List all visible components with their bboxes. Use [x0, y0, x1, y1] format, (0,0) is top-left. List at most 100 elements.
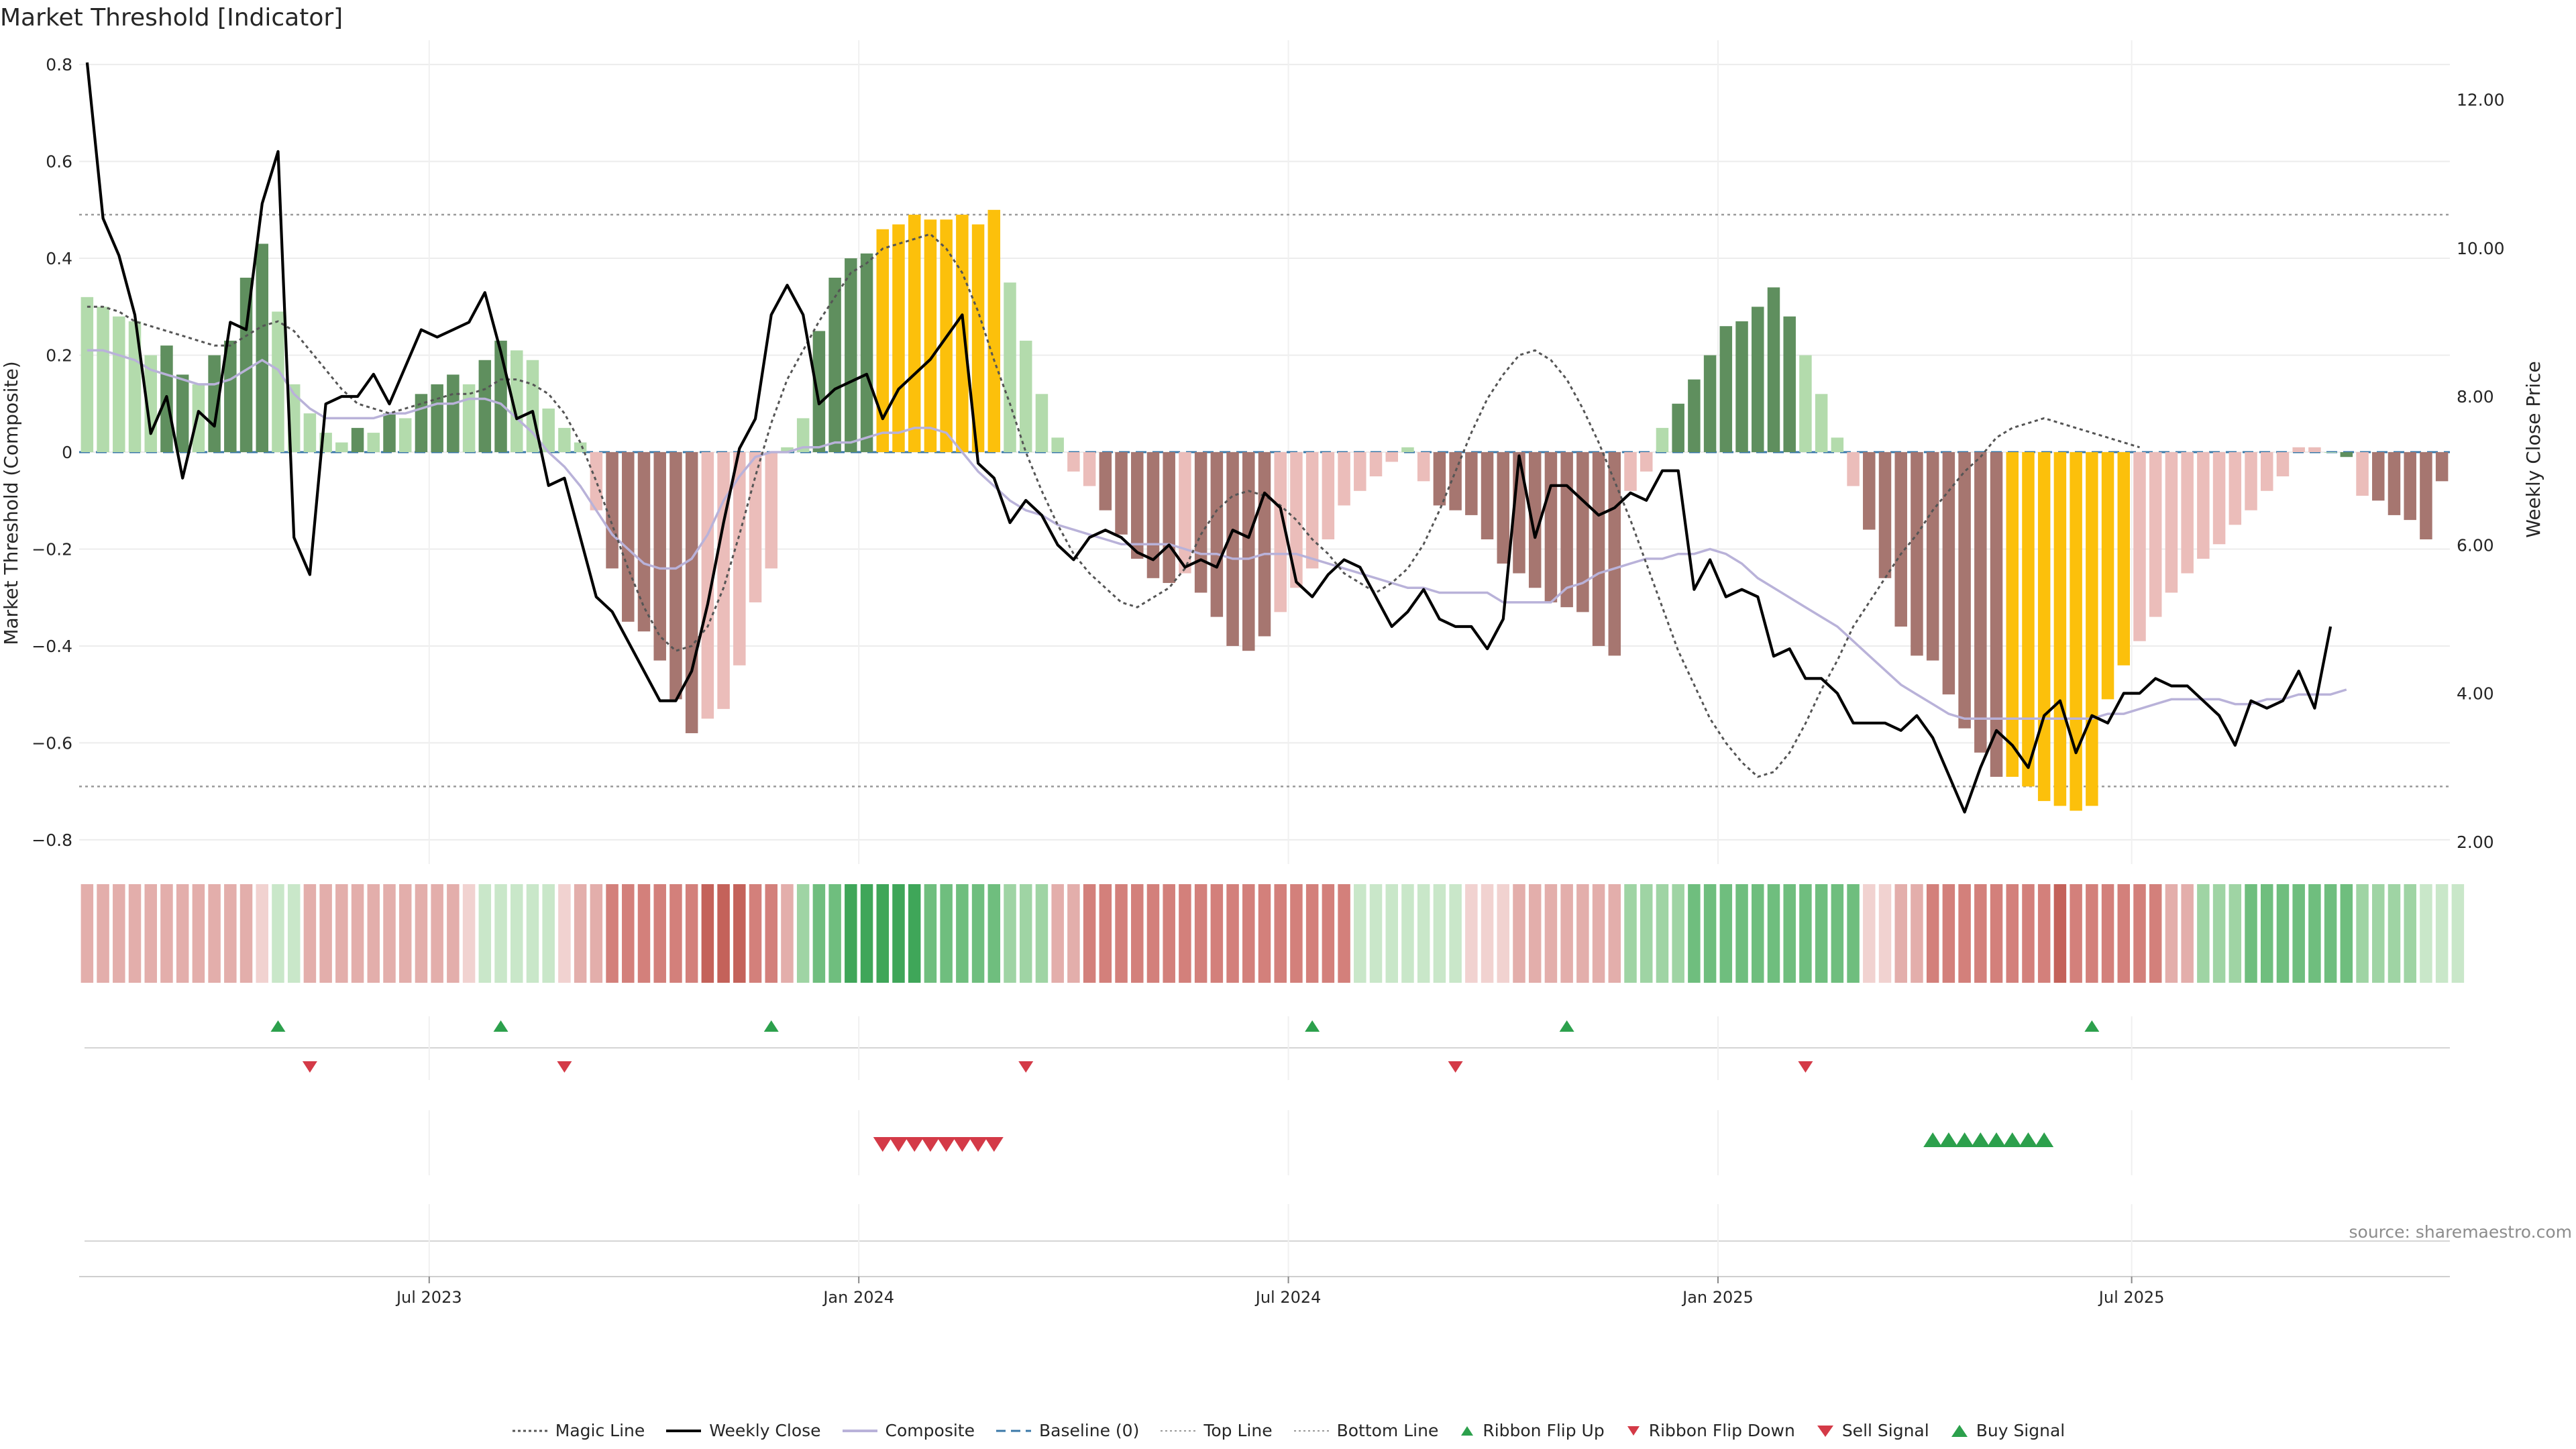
ribbon-segment [1099, 884, 1112, 983]
ribbon-flip-markers [85, 1016, 2450, 1080]
ribbon-segment [574, 884, 587, 983]
composite-bar [1815, 394, 1828, 452]
composite-bar [462, 384, 476, 452]
ribbon-segment [637, 884, 651, 983]
composite-bar [892, 224, 905, 452]
ribbon-flip-down-marker [302, 1061, 317, 1073]
ribbon-segment [1274, 884, 1287, 983]
ribbon-segment [971, 884, 985, 983]
legend-item-top-line: Top Line [1159, 1421, 1273, 1440]
ribbon-segment [415, 884, 428, 983]
ribbon-segment [303, 884, 317, 983]
composite-bar [2101, 452, 2114, 700]
ribbon-segment [685, 884, 698, 983]
ribbon-segment [1051, 884, 1064, 983]
composite-bar [1592, 452, 1605, 646]
ribbon-segment [1481, 884, 1494, 983]
source-credit: source: sharemaestro.com [2349, 1222, 2573, 1242]
ribbon-segment [1640, 884, 1653, 983]
ribbon-segment [542, 884, 555, 983]
ribbon-segment [383, 884, 396, 983]
composite-bar [637, 452, 651, 632]
composite-bar [1990, 452, 2003, 777]
buy-signal-marker [2019, 1132, 2038, 1147]
ribbon-segment [1815, 884, 1828, 983]
ribbon-segment [192, 884, 205, 983]
ribbon-segment [2420, 884, 2432, 983]
composite-bar [2070, 452, 2082, 811]
composite-bar [1894, 452, 1907, 627]
composite-bar [1067, 452, 1080, 472]
triangle-down-icon [1627, 1426, 1640, 1436]
legend-item-ribbon-flip-down: Ribbon Flip Down [1625, 1421, 1795, 1440]
ribbon-segment [1242, 884, 1255, 983]
ribbon-segment [733, 884, 746, 983]
composite-bar [208, 355, 221, 452]
ribbon-flip-down-marker [1448, 1061, 1463, 1073]
ribbon-segment [1004, 884, 1016, 983]
composite-bar [478, 360, 492, 452]
ribbon-segment [1592, 884, 1605, 983]
ribbon-segment [1131, 884, 1144, 983]
baseline-swatch [996, 1430, 1031, 1432]
composite-bar [272, 311, 284, 452]
composite-bar [335, 442, 348, 452]
ribbon-segment [2229, 884, 2242, 983]
composite-bar [1226, 452, 1239, 646]
chart-svg: 0.8 0.6 0.4 0.2 0 −0.2 −0.4 −0.6 −0.8 12.00 10.00… [0, 40, 2544, 1307]
composite-bar [1258, 452, 1271, 637]
composite-bar [781, 447, 794, 452]
left-y-axis-label: Market Threshold (Composite) [0, 361, 22, 645]
buy-signal-marker [2002, 1132, 2022, 1147]
composite-bar [128, 321, 142, 452]
composite-bar [1831, 437, 1844, 452]
ribbon-segment [2292, 884, 2305, 983]
right-y-axis: 12.00 10.00 8.00 6.00 4.00 2.00 [2457, 91, 2505, 852]
ribbon-segment [319, 884, 332, 983]
buy-signal-marker [2035, 1132, 2054, 1147]
ribbon-segment [606, 884, 619, 983]
ribbon-segment [1672, 884, 1684, 983]
composite-bar [1911, 452, 1923, 656]
ribbon-segment [1942, 884, 1955, 983]
ribbon-segment [144, 884, 157, 983]
ribbon-segment [224, 884, 237, 983]
ribbon-segment [1083, 884, 1096, 983]
left-y-tick-label: −0.8 [32, 830, 72, 850]
composite-bar [1449, 452, 1462, 511]
ribbon-segment [2037, 884, 2051, 983]
composite-bar [510, 350, 523, 452]
ribbon-segment [113, 884, 125, 983]
ribbon-segment [1688, 884, 1701, 983]
composite-bars [80, 209, 2449, 811]
ribbon-segment [1354, 884, 1366, 983]
ribbon-segment [462, 884, 476, 983]
x-tick-label: Jul 2023 [395, 1288, 462, 1307]
ribbon-segment [2006, 884, 2019, 983]
ribbon-segment [845, 884, 857, 983]
composite-bar [113, 316, 125, 452]
right-y-tick-label: 12.00 [2457, 91, 2505, 110]
composite-line [87, 349, 2347, 720]
ribbon-segment [1417, 884, 1430, 983]
composite-bar [1752, 307, 1764, 452]
ribbon-flip-up-marker [2084, 1020, 2100, 1032]
ribbon-segment [2212, 884, 2226, 983]
signal-markers [85, 1110, 2450, 1242]
bottom-line-swatch [1293, 1430, 1329, 1432]
legend-label-ribbon-flip-up: Ribbon Flip Up [1483, 1421, 1605, 1440]
series-lines [85, 62, 2347, 814]
composite-bar [2420, 452, 2432, 540]
ribbon-segment [1338, 884, 1350, 983]
composite-swatch [842, 1429, 877, 1432]
legend-item-sell-signal: Sell Signal [1815, 1421, 1929, 1440]
legend-label-top-line: Top Line [1203, 1421, 1273, 1440]
legend-item-baseline: Baseline (0) [995, 1421, 1139, 1440]
ribbon-segment [1958, 884, 1971, 983]
magic-line-swatch [512, 1430, 547, 1432]
left-y-axis: 0.8 0.6 0.4 0.2 0 −0.2 −0.4 −0.6 −0.8 [32, 55, 72, 850]
composite-bar [812, 331, 826, 452]
ribbon-segment [908, 884, 921, 983]
composite-bar [2308, 447, 2321, 452]
ribbon-segment [2053, 884, 2067, 983]
